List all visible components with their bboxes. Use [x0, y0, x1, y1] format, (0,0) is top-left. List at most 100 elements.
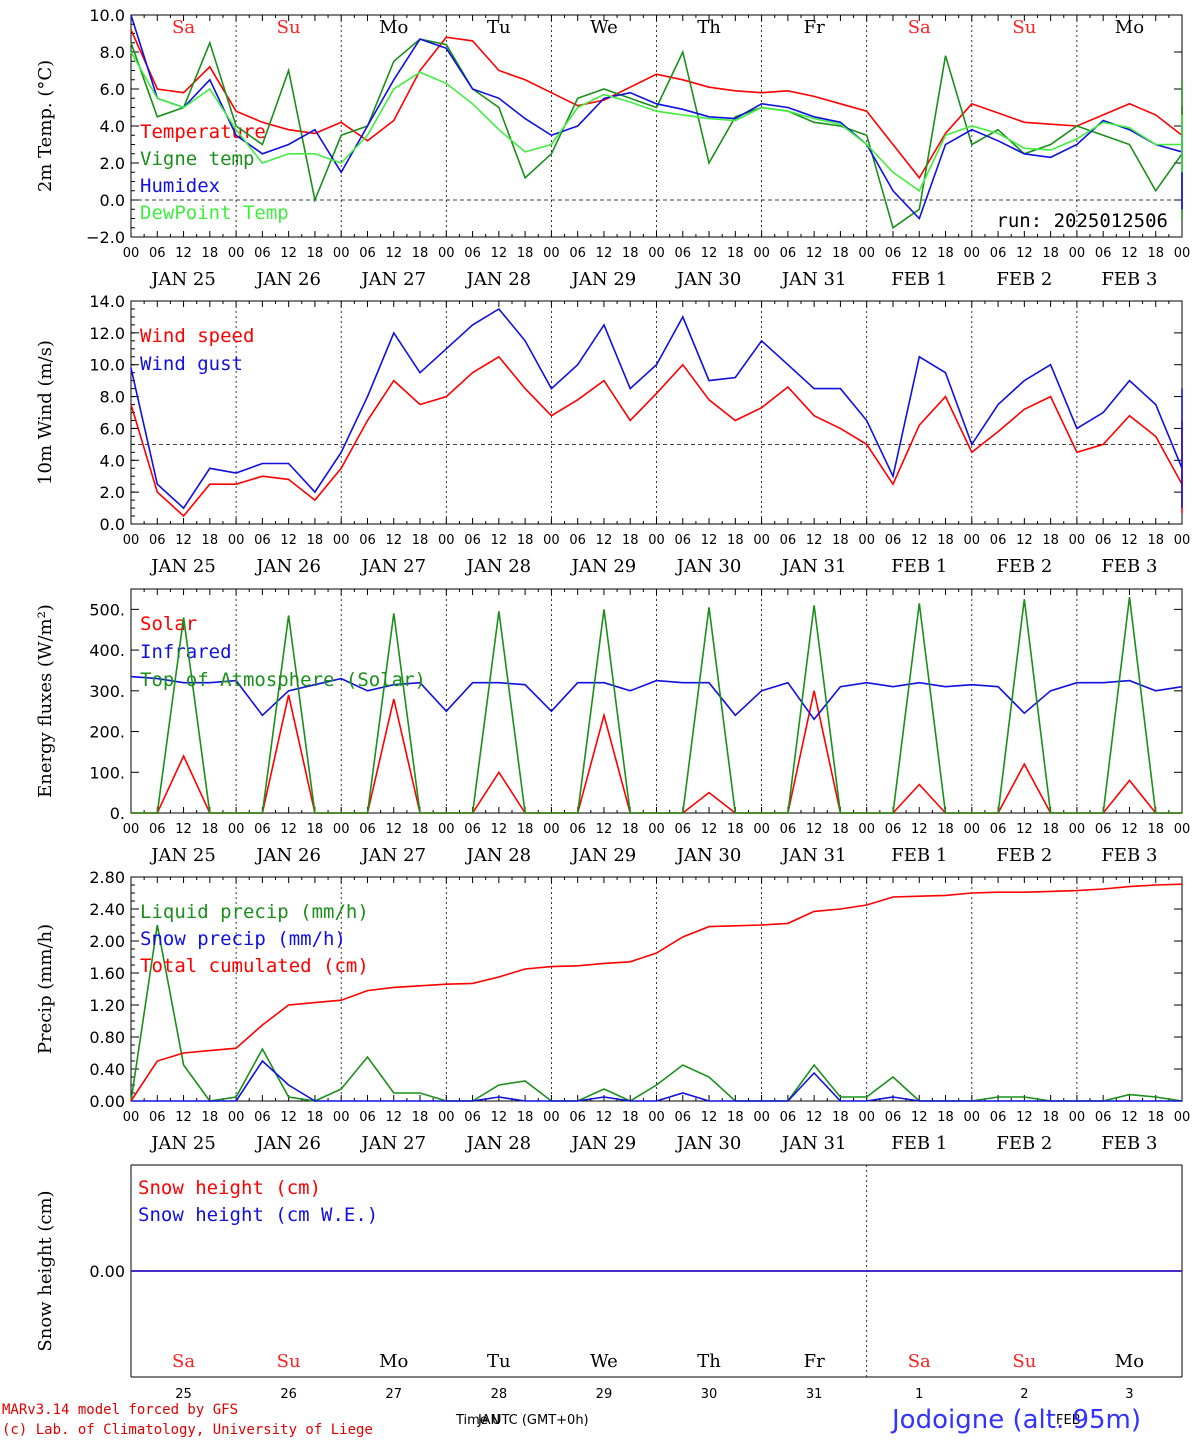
hour-label: 00 [964, 1110, 981, 1125]
y-tick-label: 0.80 [89, 1028, 125, 1047]
hour-label: 06 [569, 822, 586, 837]
hour-label: 12 [280, 533, 297, 548]
hour-label: 00 [543, 822, 560, 837]
weekday-label: We [590, 17, 618, 38]
y-tick-label: 1.60 [89, 964, 125, 983]
weekday-label: We [590, 1351, 618, 1372]
date-label: JAN 30 [675, 845, 742, 866]
date-label: JAN 26 [254, 556, 321, 577]
month-label-jan: JAN [477, 1413, 500, 1428]
legend-entry: Liquid precip (mm/h) [140, 901, 369, 923]
hour-label: 06 [359, 246, 376, 261]
weekday-label: Sa [908, 17, 931, 38]
hour-label: 18 [412, 1110, 429, 1125]
hour-label: 06 [464, 1110, 481, 1125]
hour-label: 06 [885, 533, 902, 548]
date-label: JAN 29 [570, 556, 637, 577]
hour-label: 18 [202, 533, 219, 548]
month-label-feb: FEB [1056, 1413, 1081, 1428]
hour-label: 18 [1042, 822, 1059, 837]
hour-label: 00 [228, 1110, 245, 1125]
date-label: JAN 26 [254, 269, 321, 290]
hour-label: 06 [990, 1110, 1007, 1125]
hour-label: 18 [1042, 1110, 1059, 1125]
date-label: FEB 3 [1101, 269, 1157, 290]
hour-label: 00 [1069, 533, 1086, 548]
hour-label: 18 [1042, 246, 1059, 261]
footer-model-line: MARv3.14 model forced by GFS [2, 1402, 238, 1418]
hour-label: 06 [464, 246, 481, 261]
hour-label: 18 [307, 533, 324, 548]
hour-label: 18 [1147, 1110, 1164, 1125]
hour-label: 06 [569, 1110, 586, 1125]
y-tick-label: 2.40 [89, 900, 125, 919]
panel-temperature: 10.0 8.0 6.0 4.0 2.0 0.0 −2.0 2m Temp. (°C) Temp… [35, 6, 1190, 290]
hour-label: 12 [701, 246, 718, 261]
legend-entry: Solar [140, 613, 197, 635]
hour-label: 06 [254, 1110, 271, 1125]
hour-label: 00 [333, 533, 350, 548]
weekday-label: Tu [487, 1351, 511, 1372]
date-label: JAN 27 [359, 845, 426, 866]
weekday-label: Mo [1115, 1351, 1144, 1372]
legend-entry: Temperature [140, 121, 266, 143]
hour-label: 00 [438, 822, 455, 837]
panel-energy: 500. 400. 300. 200. 100. 0. Energy fluxes (W/m… [35, 588, 1190, 866]
hour-label: 12 [175, 1110, 192, 1125]
hour-label: 12 [911, 822, 928, 837]
hour-label: 18 [1147, 822, 1164, 837]
hour-label: 06 [149, 1110, 166, 1125]
legend-entry: Wind gust [140, 353, 243, 375]
y-tick-label: 0. [110, 804, 125, 823]
date-label: FEB 3 [1101, 1133, 1157, 1154]
date-label: JAN 31 [780, 1133, 847, 1154]
hour-label: 18 [727, 822, 744, 837]
hour-label: 06 [569, 246, 586, 261]
date-label: JAN 31 [780, 556, 847, 577]
day-number-label: 25 [175, 1387, 192, 1402]
weekday-label: Mo [1115, 17, 1144, 38]
date-label: JAN 30 [675, 269, 742, 290]
hour-label: 18 [517, 246, 534, 261]
hour-label: 00 [648, 246, 665, 261]
date-label: JAN 25 [149, 1133, 216, 1154]
hour-label: 00 [543, 1110, 560, 1125]
legend-entry: Infrared [140, 641, 232, 663]
day-number-label: 28 [491, 1387, 508, 1402]
y-tick-label: 10.0 [89, 6, 125, 25]
y-tick-label: 4.0 [100, 451, 125, 470]
hour-label: 12 [806, 246, 823, 261]
hour-label: 00 [753, 246, 770, 261]
hour-label: 00 [228, 533, 245, 548]
series-line-liquid-precip-mm-h- [130, 924, 1183, 1102]
day-number-label: 31 [806, 1387, 823, 1402]
hour-label: 06 [780, 246, 797, 261]
hour-label: 00 [858, 246, 875, 261]
date-label: JAN 27 [359, 269, 426, 290]
y-tick-label: 6.0 [100, 80, 125, 99]
date-label: FEB 2 [996, 845, 1052, 866]
hour-label: 12 [280, 822, 297, 837]
date-label: JAN 28 [465, 556, 532, 577]
panel-precip: 2.80 2.40 2.00 1.60 1.20 0.80 0.40 0.00 Precip (… [35, 868, 1190, 1154]
y-tick-label: 0.0 [100, 191, 125, 210]
date-label: JAN 30 [675, 1133, 742, 1154]
hour-label: 18 [622, 822, 639, 837]
station-name: Jodoigne (alt. 95m) [890, 1405, 1141, 1435]
hour-label: 06 [780, 1110, 797, 1125]
series-line-total-cumulated-cm- [130, 883, 1183, 1102]
weekday-label: Th [697, 1351, 721, 1372]
date-label: JAN 28 [465, 845, 532, 866]
hour-label: 00 [648, 533, 665, 548]
y-tick-label: 1.20 [89, 996, 125, 1015]
hour-label: 18 [202, 822, 219, 837]
hour-label: 12 [596, 533, 613, 548]
hour-label: 18 [832, 246, 849, 261]
date-label: JAN 27 [359, 1133, 426, 1154]
hour-label: 06 [359, 533, 376, 548]
hour-label: 12 [175, 246, 192, 261]
date-label: FEB 3 [1101, 556, 1157, 577]
hour-label: 18 [622, 533, 639, 548]
hour-label: 12 [806, 822, 823, 837]
weekday-label: Mo [379, 1351, 408, 1372]
